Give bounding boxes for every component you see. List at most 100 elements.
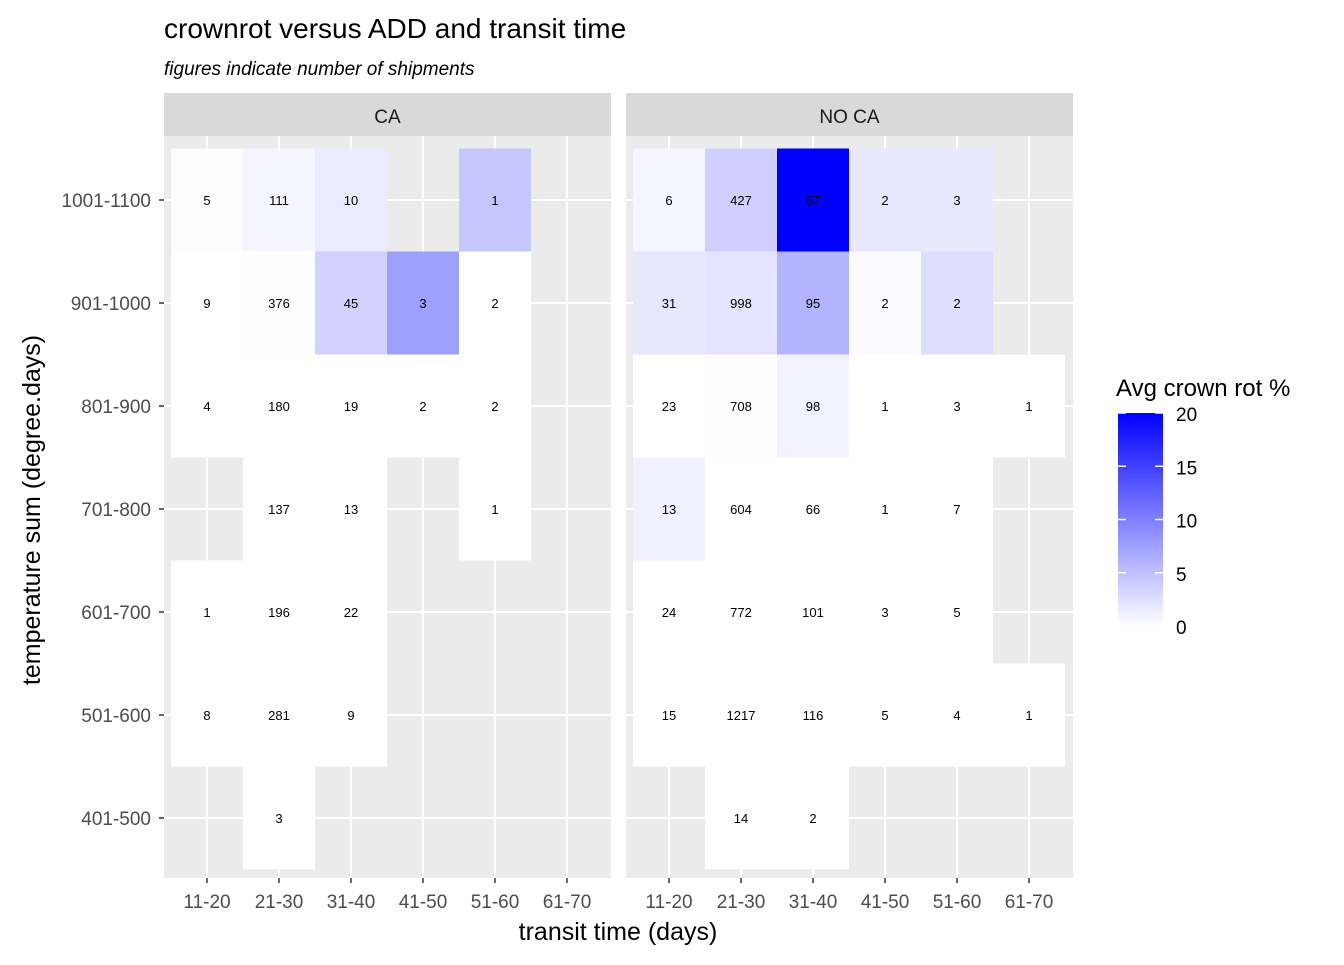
tile-count-label: 4 [953,708,960,723]
heatmap-tile [243,457,315,561]
heatmap-tile [777,354,849,458]
heatmap-tile [171,251,243,355]
tile-count-label: 23 [662,399,676,414]
x-tick-label: 51-60 [933,892,982,913]
tile-count-label: 67 [806,193,820,208]
heatmap-tile [633,560,705,664]
heatmap-tile [243,560,315,664]
tile-count-label: 6 [665,193,672,208]
tile-count-label: 604 [730,502,752,517]
y-tick-label: 401-500 [81,809,151,830]
tile-count-label: 137 [268,502,290,517]
heatmap-tile [171,663,243,767]
heatmap-tile [459,354,531,458]
heatmap-tile [459,457,531,561]
x-tick-label: 21-30 [717,892,766,913]
tile-count-label: 708 [730,399,752,414]
heatmap-tile [243,251,315,355]
y-axis: 401-500 501-600 601-700 701-800 801-900 901-1… [62,191,164,830]
heatmap-tile [705,560,777,664]
heatmap-tile [315,354,387,458]
heatmap-tile [633,251,705,355]
tile-count-label: 15 [662,708,676,723]
tile-count-label: 8 [203,708,210,723]
tile-count-label: 427 [730,193,752,208]
heatmap-tile [921,148,993,252]
heatmap-tile [243,354,315,458]
legend-tick-label: 20 [1176,405,1197,426]
tile-count-label: 3 [953,399,960,414]
heatmap-tile [921,354,993,458]
panel-no-ca: NO CA6 427 67 2 331 998 95 2 223 708 98 1 3 113 604 66 1… [626,93,1073,913]
tile-count-label: 2 [419,399,426,414]
tile-count-label: 95 [806,296,820,311]
heatmap-tile [705,354,777,458]
tile-count-label: 180 [268,399,290,414]
heatmap-tile [243,148,315,252]
tile-count-label: 1 [881,399,888,414]
heatmap-tile [243,766,315,870]
heatmap-tile [777,148,849,252]
tile-count-label: 1 [1025,708,1032,723]
color-legend: Avg crown rot % 0 5 10 15 20 [1116,375,1290,639]
tile-count-label: 13 [344,502,358,517]
tile-count-label: 376 [268,296,290,311]
tile-count-label: 7 [953,502,960,517]
legend-ticks: 0 5 10 15 20 [1118,405,1197,639]
legend-tick-label: 5 [1176,565,1187,586]
tile-count-label: 111 [269,193,289,208]
heatmap-tile [849,457,921,561]
chart-subtitle: figures indicate number of shipments [164,59,475,80]
x-tick-label: 11-20 [183,892,230,913]
y-tick-label: 1001-1100 [62,191,151,212]
tile-count-label: 2 [953,296,960,311]
heatmap-tile [849,354,921,458]
tile-count-label: 22 [344,605,358,620]
facet-strip [164,93,611,136]
x-tick-label: 61-70 [1005,892,1054,913]
tile-count-label: 998 [730,296,752,311]
heatmap-tile [315,251,387,355]
heatmap-tile [315,148,387,252]
facet-strip [626,93,1073,136]
tile-count-label: 3 [881,605,888,620]
heatmap-tile [387,251,459,355]
tile-count-label: 19 [344,399,358,414]
tile-count-label: 1 [491,502,498,517]
heatmap-tile [849,148,921,252]
tile-count-label: 196 [268,605,290,620]
tile-count-label: 3 [275,811,282,826]
tile-count-label: 3 [953,193,960,208]
heatmap-tile [387,354,459,458]
facet-strip-label: NO CA [819,107,880,128]
x-tick-label: 51-60 [471,892,520,913]
heatmap-tile [705,457,777,561]
heatmap-tile [459,251,531,355]
y-tick-label: 601-700 [81,603,151,624]
x-tick-label: 31-40 [789,892,838,913]
heatmap-tile [459,148,531,252]
heatmap-tile [315,663,387,767]
tile-count-label: 3 [419,296,426,311]
heatmap-tile [993,663,1065,767]
heatmap-tile [921,663,993,767]
tile-count-label: 45 [344,296,358,311]
tile-count-label: 2 [491,399,498,414]
heatmap-tile [171,560,243,664]
tile-count-label: 10 [344,193,358,208]
y-tick-label: 701-800 [81,500,151,521]
tile-count-label: 2 [881,193,888,208]
tile-count-label: 101 [802,605,824,620]
x-axis-title: transit time (days) [519,918,718,946]
heatmap-tile [777,663,849,767]
tile-count-label: 1 [881,502,888,517]
heatmap-tile [921,251,993,355]
y-tick-label: 501-600 [81,706,151,727]
tile-count-label: 98 [806,399,820,414]
legend-tick-label: 10 [1176,512,1197,533]
tile-count-label: 9 [203,296,210,311]
tile-count-label: 2 [881,296,888,311]
